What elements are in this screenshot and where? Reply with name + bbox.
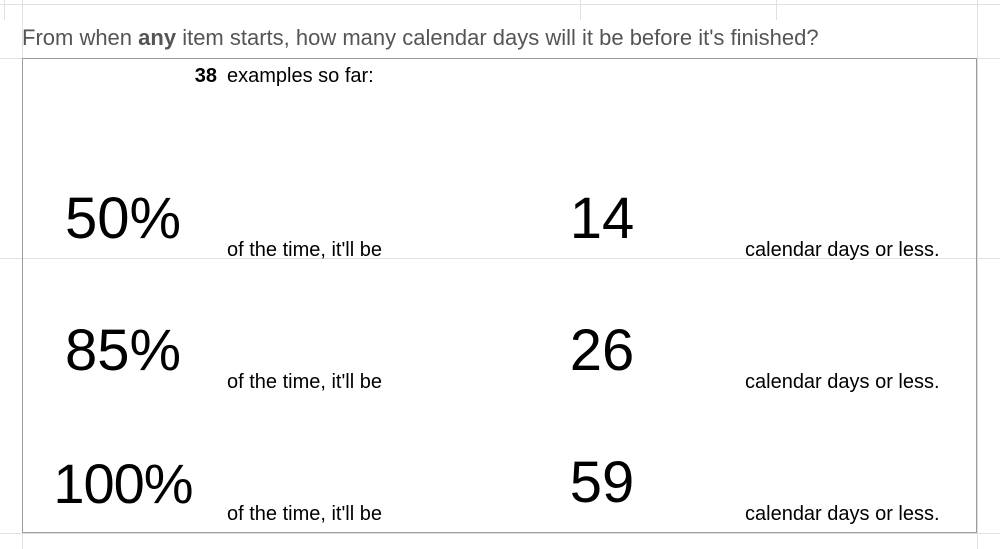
forecast-table: 38 examples so far: 50% of the time, it'… (22, 58, 977, 533)
trail-label: calendar days or less. (741, 270, 976, 402)
days-value: 14 (463, 138, 741, 270)
empty-cell (23, 93, 223, 138)
trail-label: calendar days or less. (741, 402, 976, 534)
days-value: 26 (463, 270, 741, 402)
grid-line (4, 0, 5, 20)
mid-label: of the time, it'll be (223, 138, 463, 270)
spreadsheet-view: From when any item starts, how many cale… (0, 0, 1000, 549)
grid-line (977, 0, 978, 549)
grid-line (580, 0, 581, 20)
examples-count: 38 (23, 59, 223, 93)
question-header: From when any item starts, how many cale… (22, 22, 977, 54)
grid-line (0, 4, 1000, 5)
question-prefix: From when (22, 25, 138, 50)
trail-label: calendar days or less. (741, 138, 976, 270)
grid-line (776, 0, 777, 20)
question-bold-word: any (138, 25, 176, 50)
percentile-value: 100% (23, 402, 223, 534)
percentile-value: 85% (23, 270, 223, 402)
empty-cell (463, 59, 741, 93)
empty-cell (463, 93, 741, 138)
percentile-value: 50% (23, 138, 223, 270)
mid-label: of the time, it'll be (223, 402, 463, 534)
empty-cell (741, 93, 976, 138)
days-value: 59 (463, 402, 741, 534)
empty-cell (741, 59, 976, 93)
mid-label: of the time, it'll be (223, 270, 463, 402)
empty-cell (223, 93, 463, 138)
examples-label: examples so far: (223, 59, 463, 93)
question-suffix: item starts, how many calendar days will… (176, 25, 819, 50)
